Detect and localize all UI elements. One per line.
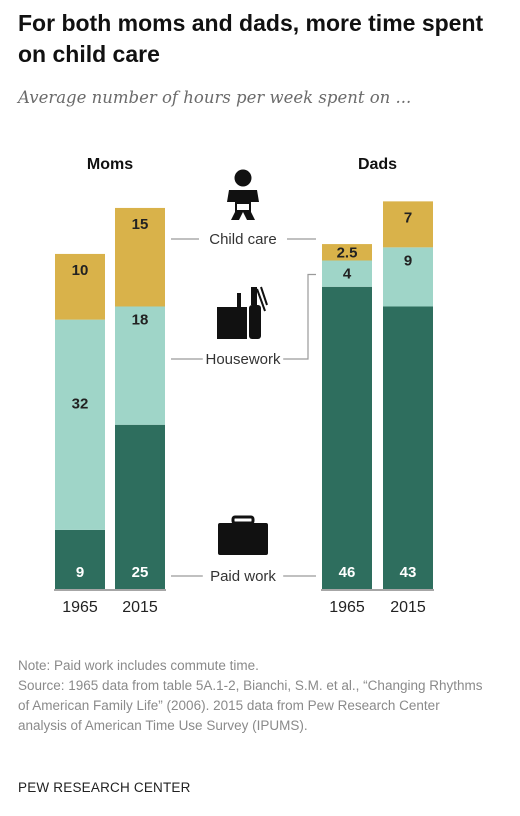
bar-dads-2015-housework [383,247,433,307]
value-label: 2.5 [337,244,358,261]
bar-moms-2015-housework [115,306,165,425]
group-label-moms: Moms [87,156,133,173]
series-label-child-care: Child care [209,231,277,248]
value-label: 25 [132,564,149,581]
x-tick-label: 2015 [390,599,426,616]
value-label: 32 [72,396,89,413]
value-label: 18 [132,311,149,328]
value-label: 4 [343,266,352,283]
bar-moms-1965-paid-work [55,529,105,589]
footer-note: Note: Paid work includes commute time. [18,658,259,673]
bar-dads-2015-child-care [383,201,433,248]
bar-moms-2015-child-care [115,207,165,307]
connector-line [283,273,316,360]
briefcase-icon [218,515,268,555]
baby-icon [227,169,259,220]
value-label: 10 [72,262,89,279]
value-label: 7 [404,209,412,226]
chart-title: For both moms and dads, more time spent … [18,10,484,67]
series-label-housework: Housework [205,351,281,368]
bar-moms-1965-child-care [55,253,105,320]
bar-dads-2015-paid-work [383,306,433,589]
bar-dads-1965-child-care [322,244,372,261]
x-tick-label: 1965 [329,599,365,616]
chart-subtitle: Average number of hours per week spent o… [18,88,412,107]
bar-dads-1965-paid-work [322,286,372,589]
chart-footer: Note: Paid work includes commute time. S… [18,656,488,736]
x-tick-label: 2015 [122,599,158,616]
bar-moms-1965-housework [55,319,105,530]
value-label: 15 [132,216,149,233]
brand-label: PEW RESEARCH CENTER [18,780,191,795]
value-label: 43 [400,564,417,581]
group-label-dads: Dads [358,156,397,173]
dustpan-brush-icon [217,286,268,339]
value-label: 9 [404,252,412,269]
bar-dads-1965-housework [322,260,372,287]
stacked-bar-chart: 9 32 10 25 18 15 46 4 2.5 43 9 7 1965 2015 Moms 1965 201… [54,156,434,616]
value-label: 46 [339,564,356,581]
value-label: 9 [76,564,84,581]
series-label-paid-work: Paid work [210,568,276,585]
footer-source: Source: 1965 data from table 5A.1-2, Bia… [18,678,483,733]
bar-moms-2015-paid-work [115,424,165,589]
x-tick-label: 1965 [62,599,98,616]
